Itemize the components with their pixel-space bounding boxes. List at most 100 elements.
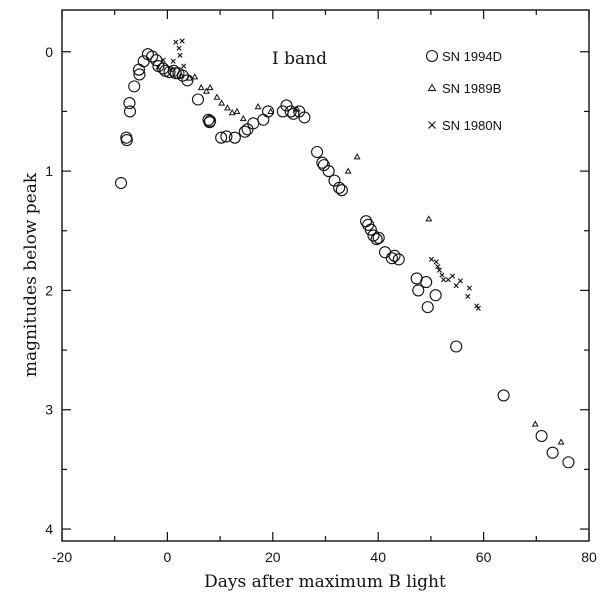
legend-label-sn1989b: SN 1989B — [442, 81, 501, 96]
data-point-cross — [439, 272, 445, 278]
data-point-cross — [167, 67, 174, 73]
data-point-triangle — [224, 104, 231, 111]
data-point-circle — [257, 113, 270, 126]
data-point-circle — [392, 253, 405, 266]
data-point-circle — [388, 249, 401, 262]
data-point-cross — [173, 39, 179, 45]
data-point-cross — [453, 283, 459, 289]
data-point-cross — [457, 278, 464, 284]
cross-stroke — [465, 293, 471, 299]
data-point-circle — [169, 67, 182, 80]
data-point-circle — [372, 231, 385, 244]
data-point-circle — [191, 93, 205, 106]
x-tick-label: 80 — [581, 549, 597, 565]
cross-stroke — [181, 63, 187, 69]
legend-marker-sn1989b — [427, 83, 437, 91]
data-point-circle — [181, 74, 194, 87]
data-point-circle — [220, 130, 233, 143]
data-point-triangle — [425, 215, 433, 222]
data-point-cross — [177, 52, 183, 58]
y-tick-label: 1 — [45, 163, 53, 179]
band-annotation: I band — [272, 49, 327, 69]
data-point-circle — [133, 68, 146, 81]
data-point-circle — [238, 125, 251, 138]
data-point-circle — [421, 301, 434, 314]
data-point-circle — [204, 114, 217, 128]
cross-stroke — [176, 45, 182, 51]
cross-stroke — [155, 64, 161, 70]
data-marks — [114, 38, 575, 469]
data-point-circle — [546, 446, 559, 459]
series-sn-1980n — [155, 38, 481, 311]
cross-stroke — [439, 272, 445, 278]
legend-label-sn1980n: SN 1980N — [442, 118, 502, 133]
data-point-circle — [120, 134, 133, 147]
data-point-triangle — [228, 108, 236, 116]
x-tick-label: 60 — [476, 549, 492, 565]
data-point-circle — [311, 145, 324, 159]
tick-labels: -20 0 20 40 60 80 0 1 2 3 4 — [45, 44, 597, 565]
data-point-circle — [333, 181, 346, 194]
data-point-circle — [370, 233, 383, 246]
data-point-triangle — [267, 107, 275, 115]
data-point-triangle — [353, 153, 361, 160]
data-point-circle — [429, 289, 442, 302]
data-point-circle — [247, 117, 260, 130]
data-point-circle — [123, 97, 136, 110]
series-sn-1994d — [114, 48, 575, 469]
x-tick-label: 20 — [265, 549, 281, 565]
legend-label-sn1994d: SN 1994D — [442, 49, 502, 64]
cross-stroke — [160, 57, 166, 63]
data-point-triangle — [557, 438, 565, 445]
legend-marker-sn1994d — [425, 49, 439, 63]
data-point-cross — [475, 305, 481, 311]
data-point-triangle — [186, 74, 193, 81]
data-point-triangle — [177, 71, 185, 79]
y-tick-label: 0 — [45, 44, 53, 60]
cross-stroke — [428, 256, 435, 262]
axis-ticks — [61, 10, 590, 541]
data-point-circle — [562, 456, 575, 469]
data-point-circle — [497, 389, 510, 402]
cross-stroke — [466, 285, 472, 291]
data-point-triangle — [531, 420, 539, 427]
series-sn-1989b — [177, 71, 565, 445]
data-point-triangle — [202, 87, 210, 94]
data-point-cross — [160, 57, 166, 63]
data-point-circle — [364, 223, 377, 236]
data-point-cross — [466, 285, 472, 291]
cross-stroke — [177, 52, 183, 58]
data-point-cross — [445, 277, 451, 283]
data-point-cross — [170, 58, 176, 64]
data-point-cross — [435, 263, 441, 270]
data-point-circle — [287, 107, 300, 120]
x-tick-label: 40 — [370, 549, 386, 565]
cross-stroke — [173, 39, 179, 45]
cross-stroke — [179, 38, 185, 44]
x-tick-label: -20 — [52, 549, 72, 565]
cross-stroke — [453, 283, 459, 289]
data-point-triangle — [191, 73, 199, 80]
data-point-circle — [215, 131, 228, 144]
data-point-circle — [114, 176, 128, 190]
data-point-circle — [128, 80, 141, 93]
data-point-circle — [535, 429, 548, 443]
x-axis-title: Days after maximum B light — [204, 572, 446, 592]
data-point-circle — [262, 105, 275, 118]
data-point-triangle — [206, 83, 214, 91]
cross-stroke — [474, 303, 480, 309]
data-point-circle — [280, 99, 293, 112]
cross-stroke — [170, 58, 176, 64]
data-point-cross — [428, 256, 435, 262]
data-point-cross — [176, 45, 182, 51]
legend-marker-sn1980n — [428, 121, 436, 129]
data-point-circle — [241, 123, 254, 136]
y-tick-label: 4 — [45, 521, 53, 537]
data-point-cross — [474, 303, 480, 309]
data-point-circle — [146, 50, 159, 63]
data-point-circle — [450, 340, 463, 353]
cross-stroke — [449, 273, 456, 279]
cross-stroke — [436, 267, 442, 273]
data-point-cross — [155, 64, 161, 70]
